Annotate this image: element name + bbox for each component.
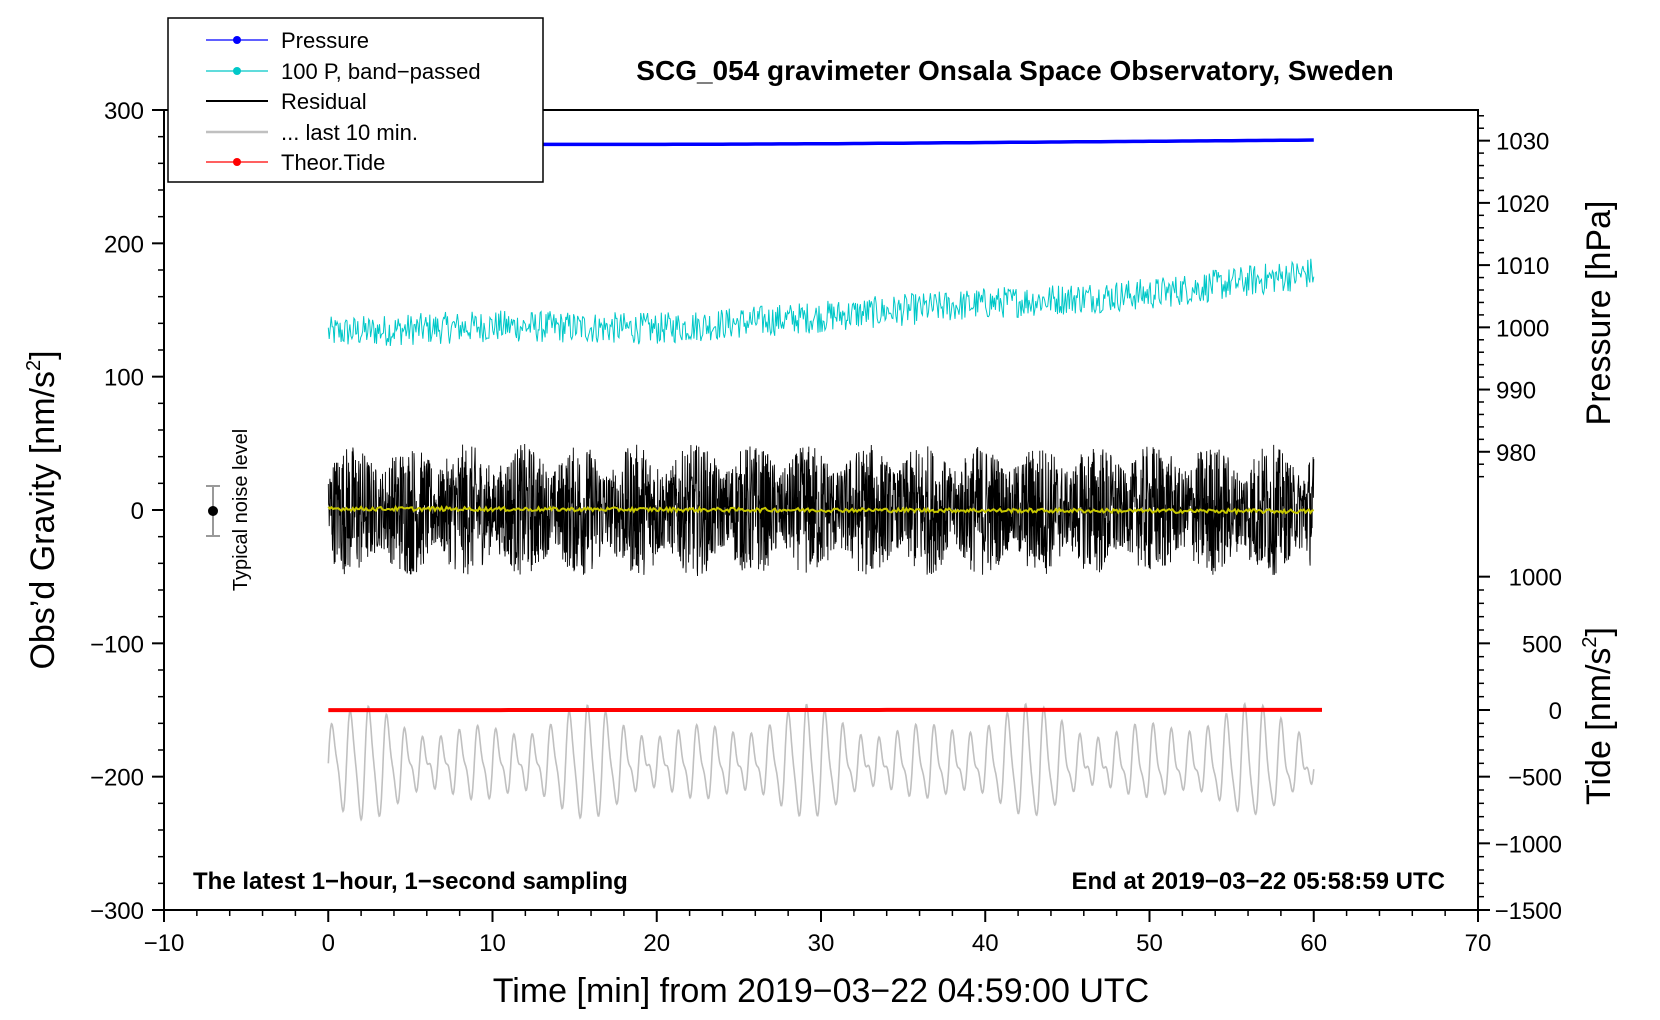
tide-title-end: ]: [1580, 627, 1618, 636]
x-tick-label: 50: [1136, 930, 1163, 957]
x-tick-label: 0: [322, 930, 335, 957]
legend: Pressure 100 P, band−passed Residual ...…: [167, 17, 544, 183]
y-left-title-text: Obs’d Gravity [nm/s: [24, 371, 62, 670]
tide-title-text: Tide [nm/s: [1580, 648, 1618, 805]
axes-layer: −10 0 10 20 30 40 50 60 703002001000−100−200−300…: [90, 98, 1562, 957]
y-right-tide-title: Tide [nm/s2]: [1579, 627, 1618, 805]
x-tick-label: 40: [972, 930, 999, 957]
series-layer: [327, 138, 1322, 822]
series-smoothed-residual: [327, 504, 1314, 516]
legend-label-pressure: Pressure: [281, 28, 369, 53]
x-tick-label: 30: [808, 930, 835, 957]
y-left-title-sup: 2: [23, 360, 45, 371]
noise-level-label: Typical noise level: [230, 429, 252, 591]
tide-tick-label: −500: [1508, 765, 1562, 792]
tide-tick-label: −1000: [1495, 831, 1562, 858]
pressure-tick-label: 1000: [1496, 315, 1549, 342]
tide-tick-label: 1000: [1509, 565, 1562, 592]
y-right-pressure-title: Pressure [hPa]: [1580, 201, 1618, 426]
x-tick-label: 70: [1465, 930, 1492, 957]
y-left-title-end: ]: [24, 350, 62, 359]
x-tick-label: 60: [1300, 930, 1327, 957]
y-left-tick-label: 300: [104, 98, 144, 125]
legend-marker-tide: [233, 158, 241, 166]
y-left-tick-label: −300: [90, 898, 144, 925]
x-axis-title: Time [min] from 2019−03−22 04:59:00 UTC: [493, 972, 1149, 1010]
series-band-passed: [327, 258, 1315, 347]
legend-label-last10: ... last 10 min.: [281, 120, 418, 145]
pressure-tick-label: 1030: [1496, 129, 1549, 156]
pressure-tick-label: 1020: [1496, 191, 1549, 218]
x-tick-label: 20: [643, 930, 670, 957]
series-last-10-min: [327, 701, 1315, 822]
series-residual: [327, 443, 1315, 577]
tide-title-sup: 2: [1579, 636, 1601, 647]
y-left-tick-label: 100: [104, 365, 144, 392]
legend-label-residual: Residual: [281, 89, 367, 114]
tide-tick-label: −1500: [1495, 898, 1562, 925]
y-left-tick-label: −100: [90, 631, 144, 658]
chart-title: SCG_054 gravimeter Onsala Space Observat…: [636, 55, 1393, 86]
noise-level-indicator: Typical noise level: [206, 429, 252, 591]
tide-tick-label: 500: [1522, 631, 1562, 658]
tide-tick-label: 0: [1549, 698, 1562, 725]
y-left-tick-label: 0: [131, 498, 144, 525]
noise-bar-center: [208, 506, 218, 516]
legend-box: [167, 17, 544, 183]
y-left-tick-label: −200: [90, 765, 144, 792]
y-left-axis-title: Obs’d Gravity [nm/s2]: [23, 350, 62, 669]
pressure-tick-label: 980: [1496, 440, 1536, 467]
pressure-tick-label: 1010: [1496, 253, 1549, 280]
x-tick-label: −10: [144, 930, 185, 957]
legend-label-tide: Theor.Tide: [281, 150, 385, 175]
x-tick-label: 10: [479, 930, 506, 957]
legend-marker-pressure: [233, 36, 241, 44]
y-left-tick-label: 200: [104, 231, 144, 258]
annotation-end-time: End at 2019−03−22 05:58:59 UTC: [1071, 868, 1445, 895]
annotation-latest-hour: The latest 1−hour, 1−second sampling: [193, 868, 628, 895]
legend-marker-bandpassed: [233, 67, 241, 75]
pressure-tick-label: 990: [1496, 378, 1536, 405]
legend-label-bandpassed: 100 P, band−passed: [281, 59, 481, 84]
